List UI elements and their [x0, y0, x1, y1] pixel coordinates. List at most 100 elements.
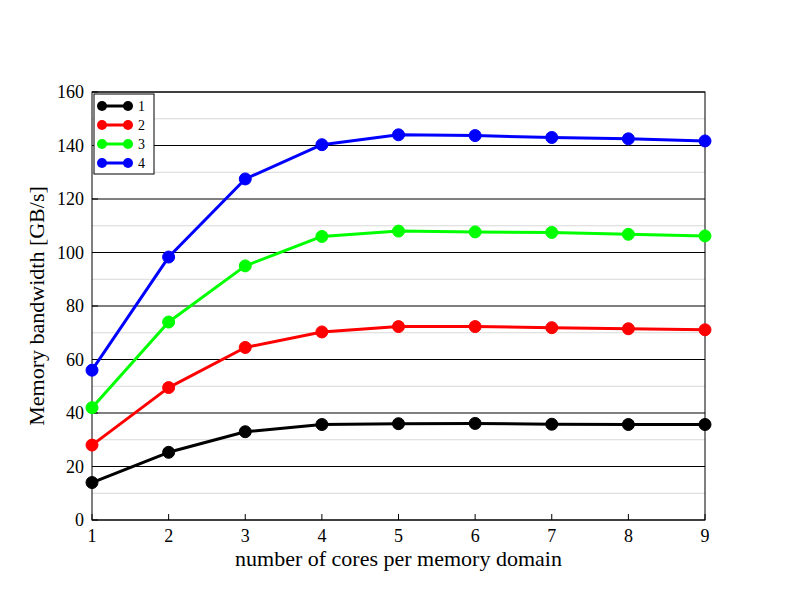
legend-marker: [97, 101, 107, 111]
point: [546, 131, 558, 143]
x-tick: [321, 514, 322, 520]
point: [86, 364, 98, 376]
point: [163, 446, 175, 458]
point: [546, 322, 558, 334]
legend-marker: [123, 101, 133, 111]
point: [239, 173, 251, 185]
grid-line: [92, 199, 705, 200]
x-tick: [245, 514, 246, 520]
y-tick-label: 40: [66, 403, 84, 423]
y-axis-label: Memory bandwidth [GB/s]: [24, 186, 49, 426]
series-line: [92, 327, 705, 446]
x-tick-label: 3: [241, 526, 250, 546]
point: [86, 402, 98, 414]
point: [316, 139, 328, 151]
legend-marker: [97, 120, 107, 130]
y-tick-label: 120: [57, 189, 84, 209]
point: [393, 225, 405, 237]
y-tick-label: 100: [57, 243, 84, 263]
x-tick-label: 9: [701, 526, 710, 546]
x-tick: [475, 514, 476, 520]
series-line: [92, 135, 705, 370]
x-tick: [92, 514, 93, 520]
legend-marker: [97, 139, 107, 149]
point: [239, 426, 251, 438]
x-tick-label: 6: [471, 526, 480, 546]
point: [239, 341, 251, 353]
legend-label: 3: [138, 137, 145, 152]
y-tick: [92, 199, 98, 200]
grid-line: [92, 359, 705, 360]
legend-box: [94, 94, 154, 174]
point: [622, 419, 634, 431]
y-tick-label: 140: [57, 136, 84, 156]
minor-grid-line: [92, 386, 705, 387]
legend-label: 4: [138, 156, 145, 171]
point: [699, 230, 711, 242]
y-tick: [92, 359, 98, 360]
x-tick: [628, 514, 629, 520]
x-tick: [398, 514, 399, 520]
y-tick: [92, 520, 98, 521]
series: [86, 321, 711, 452]
y-tick: [92, 252, 98, 253]
y-tick: [92, 306, 98, 307]
point: [163, 382, 175, 394]
series: [86, 417, 711, 488]
point: [163, 316, 175, 328]
point: [699, 324, 711, 336]
y-tick-label: 80: [66, 296, 84, 316]
minor-grid-line: [92, 439, 705, 440]
minor-grid-line: [92, 279, 705, 280]
point: [469, 417, 481, 429]
point: [86, 439, 98, 451]
point: [86, 477, 98, 489]
point: [699, 419, 711, 431]
minor-grid-line: [92, 493, 705, 494]
point: [546, 418, 558, 430]
y-tick: [92, 92, 98, 93]
series: [86, 129, 711, 376]
x-tick-label: 2: [164, 526, 173, 546]
point: [393, 418, 405, 430]
legend-label: 1: [138, 99, 145, 114]
point: [239, 260, 251, 272]
point: [622, 228, 634, 240]
x-tick-label: 5: [394, 526, 403, 546]
point: [316, 230, 328, 242]
legend-marker: [123, 120, 133, 130]
x-tick-label: 8: [624, 526, 633, 546]
series-line: [92, 231, 705, 408]
point: [469, 321, 481, 333]
series-line: [92, 423, 705, 482]
legend: 1234: [94, 94, 154, 174]
grid-line: [92, 466, 705, 467]
x-tick: [168, 514, 169, 520]
x-tick-label: 7: [547, 526, 556, 546]
point: [316, 326, 328, 338]
x-axis-label: number of cores per memory domain: [235, 546, 562, 571]
chart-root: 0 20 40 60 80 100 120 140 160 1 2 3 4 5 6 7 8 9 number of …: [0, 0, 792, 612]
point: [469, 226, 481, 238]
point: [622, 323, 634, 335]
series: [86, 225, 711, 414]
legend-marker: [97, 158, 107, 168]
point: [546, 226, 558, 238]
y-tick: [92, 466, 98, 467]
y-tick-label: 60: [66, 350, 84, 370]
grid-line: [92, 252, 705, 253]
grid-line: [92, 145, 705, 146]
x-tick: [551, 514, 552, 520]
point: [393, 321, 405, 333]
x-tick-label: 4: [317, 526, 326, 546]
x-axis: 1 2 3 4 5 6 7 8 9: [88, 514, 710, 546]
y-tick-label: 20: [66, 457, 84, 477]
y-tick-label: 0: [75, 510, 84, 530]
point: [393, 129, 405, 141]
legend-marker: [123, 158, 133, 168]
y-tick-label: 160: [57, 82, 84, 102]
point: [163, 251, 175, 263]
minor-grid-line: [92, 172, 705, 173]
x-tick-label: 1: [88, 526, 97, 546]
minor-grid-line: [92, 118, 705, 119]
